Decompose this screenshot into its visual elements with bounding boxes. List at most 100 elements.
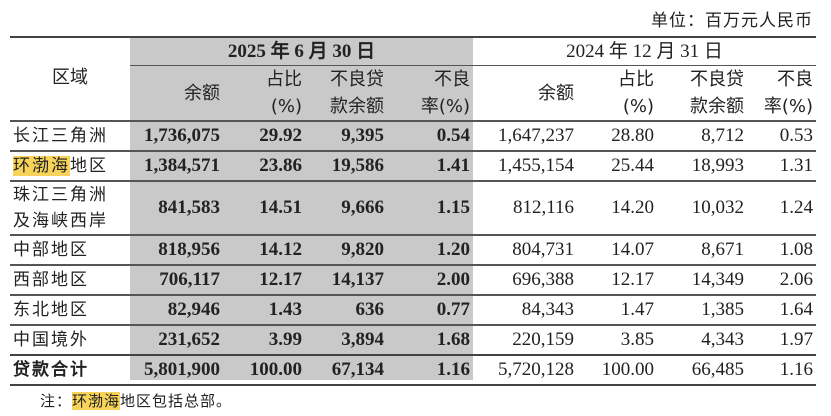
note-highlight: 环渤海	[72, 392, 121, 410]
region-header: 区域	[52, 67, 88, 88]
header-line: (%)	[622, 96, 654, 117]
prior-value-cell: 4,343	[657, 324, 747, 355]
current-value-cell: 14.12	[223, 234, 305, 265]
prior-value-cell: 0.53	[747, 120, 816, 151]
prior-value-cell: 28.80	[577, 120, 657, 151]
current-value-cell: 9,395	[305, 120, 387, 151]
current-col-header: 余额	[130, 66, 223, 122]
current-value-cell: 231,652	[130, 324, 223, 355]
prior-value-cell: 100.00	[577, 354, 657, 385]
current-value-cell: 100.00	[223, 354, 305, 385]
prior-value-cell: 812,116	[473, 180, 577, 235]
table-row: 西部地区 706,117 12.17 14,137 2.00 696,388 12.17 14…	[10, 264, 816, 295]
current-col-header: 占比 (%)	[223, 66, 305, 122]
region-rest: 地区	[70, 156, 108, 176]
header-line: 占比	[266, 69, 302, 90]
prior-value-cell: 14.07	[577, 234, 657, 265]
table-row: 长江三角洲 1,736,075 29.92 9,395 0.54 1,647,237 28.…	[10, 120, 816, 151]
region-line: 东北地区	[13, 300, 89, 320]
current-value-cell: 14,137	[305, 264, 387, 295]
region-cell: 东北地区	[10, 294, 130, 325]
header-line: 余额	[538, 82, 574, 104]
region-highlight: 环渤海	[13, 156, 70, 176]
region-cell: 中国境外	[10, 324, 130, 355]
header-line: 余额	[184, 82, 220, 104]
current-value-cell: 12.17	[223, 264, 305, 295]
region-line: 中部地区	[13, 240, 89, 260]
region-cell: 中部地区	[10, 234, 130, 265]
region-cell: 西部地区	[10, 264, 130, 295]
prior-value-cell: 8,671	[657, 234, 747, 265]
current-value-cell: 706,117	[130, 264, 223, 295]
note-prefix: 注：	[40, 392, 73, 410]
prior-value-cell: 12.17	[577, 264, 657, 295]
regional-loan-table: 区域 2025 年 6 月 30 日 2024 年 12 月 31 日 余额 占比…	[10, 36, 816, 386]
header-line: 率(%)	[763, 96, 813, 117]
current-period-header: 2025 年 6 月 30 日	[130, 37, 473, 66]
current-value-cell: 5,801,900	[130, 354, 223, 385]
current-value-cell: 29.92	[223, 120, 305, 151]
prior-value-cell: 2.06	[747, 264, 816, 295]
current-value-cell: 82,946	[130, 294, 223, 325]
current-value-cell: 23.86	[223, 150, 305, 181]
region-line: 中国境外	[13, 330, 89, 350]
prior-value-cell: 1.47	[577, 294, 657, 325]
unit-label: 单位：百万元人民币	[651, 11, 813, 31]
region-cell: 贷款合计	[10, 354, 130, 385]
prior-value-cell: 14,349	[657, 264, 747, 295]
current-value-cell: 1,384,571	[130, 150, 223, 181]
current-value-cell: 818,956	[130, 234, 223, 265]
prior-value-cell: 1.24	[747, 180, 816, 235]
prior-value-cell: 18,993	[657, 150, 747, 181]
current-value-cell: 14.51	[223, 180, 305, 235]
current-value-cell: 841,583	[130, 180, 223, 235]
current-col-header: 不良贷 款余额	[305, 66, 387, 122]
table-row: 中国境外 231,652 3.99 3,894 1.68 220,159 3.85 4,343…	[10, 324, 816, 355]
header-line: 不良	[434, 69, 470, 90]
table-row: 东北地区 82,946 1.43 636 0.77 84,343 1.47 1,385 1.64	[10, 294, 816, 325]
current-value-cell: 1,736,075	[130, 120, 223, 151]
prior-col-header: 占比 (%)	[577, 66, 657, 122]
current-value-cell: 1.15	[387, 180, 473, 235]
note-text: 地区包括总部。	[120, 392, 233, 410]
current-value-cell: 0.54	[387, 120, 473, 151]
prior-value-cell: 1.64	[747, 294, 816, 325]
table-row: 中部地区 818,956 14.12 9,820 1.20 804,731 14.07 8,6…	[10, 234, 816, 265]
prior-value-cell: 14.20	[577, 180, 657, 235]
prior-period-header: 2024 年 12 月 31 日	[473, 37, 816, 66]
prior-value-cell: 1.16	[747, 354, 816, 385]
header-line: 率(%)	[420, 96, 470, 117]
region-line: 西部地区	[13, 270, 89, 290]
current-value-cell: 67,134	[305, 354, 387, 385]
prior-value-cell: 1.08	[747, 234, 816, 265]
region-line: 长江三角洲	[13, 126, 108, 146]
prior-value-cell: 10,032	[657, 180, 747, 235]
region-cell: 珠江三角洲 及海峡西岸	[10, 180, 130, 235]
header-line: 款余额	[330, 96, 384, 117]
current-value-cell: 9,666	[305, 180, 387, 235]
prior-col-header: 不良 率(%)	[747, 66, 816, 122]
prior-col-header: 余额	[473, 66, 577, 122]
prior-value-cell: 220,159	[473, 324, 577, 355]
prior-value-cell: 804,731	[473, 234, 577, 265]
header-line: (%)	[270, 96, 302, 117]
prior-value-cell: 25.44	[577, 150, 657, 181]
current-value-cell: 636	[305, 294, 387, 325]
current-value-cell: 19,586	[305, 150, 387, 181]
header-line: 占比	[618, 69, 654, 90]
current-value-cell: 3.99	[223, 324, 305, 355]
current-value-cell: 1.68	[387, 324, 473, 355]
current-value-cell: 1.16	[387, 354, 473, 385]
header-line: 不良贷	[690, 69, 744, 90]
header-line: 款余额	[690, 96, 744, 117]
prior-value-cell: 1.97	[747, 324, 816, 355]
current-value-cell: 2.00	[387, 264, 473, 295]
prior-value-cell: 66,485	[657, 354, 747, 385]
current-col-header: 不良率(%)	[387, 66, 473, 122]
table-row: 珠江三角洲 及海峡西岸 841,583 14.51 9,666 1.15 812,116 14…	[10, 180, 816, 235]
current-value-cell: 9,820	[305, 234, 387, 265]
region-cell: 环渤海地区	[10, 150, 130, 181]
current-value-cell: 3,894	[305, 324, 387, 355]
prior-value-cell: 696,388	[473, 264, 577, 295]
region-cell: 长江三角洲	[10, 120, 130, 151]
